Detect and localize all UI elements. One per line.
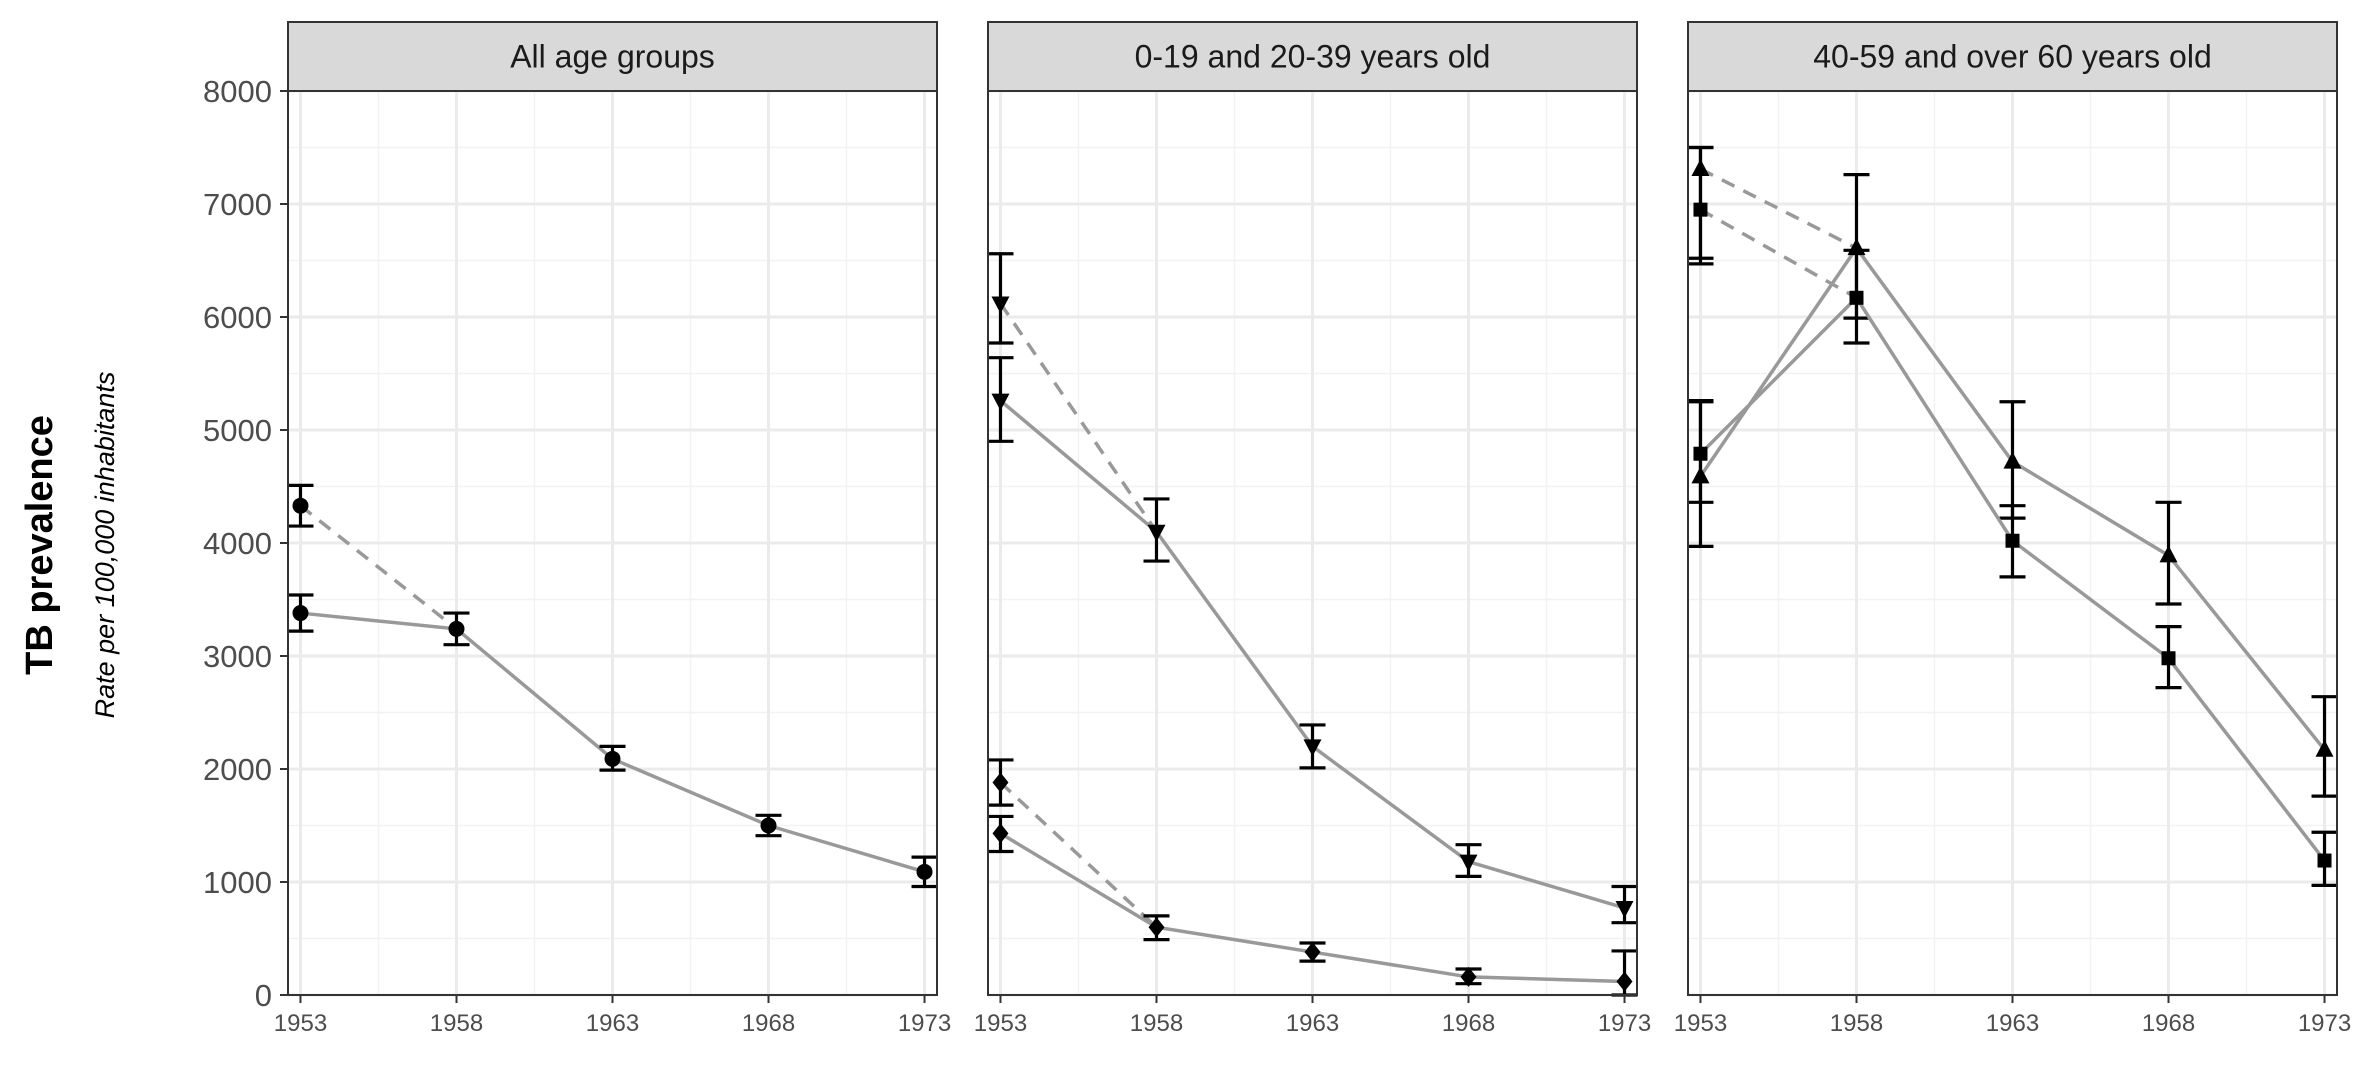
data-point-triangle-down [1303, 739, 1322, 757]
y-tick-label-8000: 8000 [203, 74, 272, 109]
data-point-circle [760, 817, 777, 834]
data-point-diamond [1616, 971, 1633, 992]
data-point-square [1693, 202, 1708, 217]
data-point-diamond [992, 772, 1009, 793]
facet-strip [1687, 21, 2338, 92]
series-diamond [987, 758, 1638, 997]
x-tick-label-1968: 1968 [1442, 1010, 1495, 1037]
y-tick-label-0: 0 [255, 978, 272, 1013]
data-point-circle [916, 863, 933, 880]
dashed-line-segment [1699, 208, 1858, 300]
data-point-triangle-down [1615, 900, 1634, 918]
y-axis-title: TB prevalence [19, 415, 61, 675]
data-point-diamond [1460, 966, 1477, 987]
x-tick-label-1973: 1973 [1598, 1010, 1651, 1037]
dashed-line-segment [999, 781, 1158, 929]
y-tick-label-7000: 7000 [203, 187, 272, 222]
panel-1: All age groups 1953 1958 1963 1968 1973 [274, 21, 951, 1037]
series-square [1687, 145, 2338, 887]
facet-strip [987, 21, 1638, 92]
data-point-triangle-down [991, 393, 1010, 411]
facet-strip-label: All age groups [510, 39, 715, 75]
x-tick-label-1968: 1968 [742, 1010, 795, 1037]
x-tick-label-1963: 1963 [586, 1010, 639, 1037]
x-tick-label-1953: 1953 [974, 1010, 1027, 1037]
data-point-square [1693, 446, 1708, 461]
x-tick-label-1958: 1958 [1130, 1010, 1183, 1037]
data-point-square [1849, 290, 1864, 305]
y-tick-label-4000: 4000 [203, 526, 272, 561]
x-tick-label-1963: 1963 [1286, 1010, 1339, 1037]
data-point-triangle-down [991, 296, 1010, 314]
facet-strip [287, 21, 938, 92]
data-point-diamond [992, 823, 1009, 844]
y-tick-label-1000: 1000 [203, 865, 272, 900]
y-tick-label-6000: 6000 [203, 300, 272, 335]
dashed-line-segment [299, 504, 458, 631]
data-point-triangle-down [1459, 854, 1478, 872]
data-point-square [2317, 853, 2332, 868]
data-point-circle [448, 620, 465, 637]
series-triangle-down [987, 252, 1638, 925]
facet-strip-label: 0-19 and 20-39 years old [1135, 39, 1491, 75]
data-point-triangle-up [2315, 739, 2334, 757]
x-tick-label-1953: 1953 [274, 1010, 327, 1037]
data-point-triangle-up [2003, 451, 2022, 469]
y-axis-subtitle: Rate per 100,000 inhabitants [90, 372, 120, 719]
x-tick-label-1953: 1953 [1674, 1010, 1727, 1037]
data-point-square [2161, 651, 2176, 666]
data-point-triangle-up [2159, 545, 2178, 563]
data-point-square [2005, 533, 2020, 548]
x-tick-label-1958: 1958 [1830, 1010, 1883, 1037]
y-tick-label-3000: 3000 [203, 639, 272, 674]
x-tick-label-1963: 1963 [1986, 1010, 2039, 1037]
y-tick-label-5000: 5000 [203, 413, 272, 448]
facet-strip-label: 40-59 and over 60 years old [1813, 39, 2211, 75]
data-point-circle [292, 605, 309, 622]
data-point-circle [604, 750, 621, 767]
data-point-circle [292, 497, 309, 514]
x-tick-label-1973: 1973 [898, 1010, 951, 1037]
panel-3: 40-59 and over 60 years old 1953 1958 1963 1… [1674, 21, 2351, 1037]
panel-2: 0-19 and 20-39 years old 1953 1958 1963 1968… [974, 21, 1651, 1037]
y-tick-label-2000: 2000 [203, 752, 272, 787]
x-tick-label-1958: 1958 [430, 1010, 483, 1037]
x-tick-label-1973: 1973 [2298, 1010, 2351, 1037]
data-point-diamond [1304, 942, 1321, 963]
x-tick-label-1968: 1968 [2142, 1010, 2195, 1037]
data-point-diamond [1148, 917, 1165, 938]
data-point-triangle-down [1147, 524, 1166, 542]
series-circle [287, 483, 938, 889]
dashed-line-segment [1699, 167, 1858, 250]
